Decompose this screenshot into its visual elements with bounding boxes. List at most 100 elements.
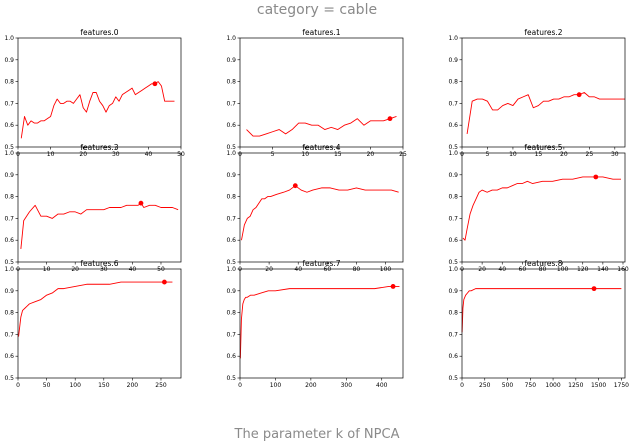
series-line [18,281,173,337]
x-tick-label: 160 [617,266,629,273]
subplot-title: features.4 [302,143,340,152]
subplot-title: features.7 [302,259,340,268]
y-tick-label: 0.5 [448,259,458,266]
x-tick-label: 100 [69,382,81,389]
y-tick-label: 0.5 [4,144,14,151]
y-tick-label: 0.5 [226,144,236,151]
x-tick-label: 60 [324,266,332,273]
max-point-marker [576,92,582,98]
subplot-title: features.8 [524,259,562,268]
x-tick-label: 80 [539,266,547,273]
y-tick-label: 1.0 [448,35,458,42]
y-tick-label: 0.9 [226,288,236,295]
series-line [20,202,179,249]
x-tick-label: 0 [238,382,242,389]
y-tick-label: 0.6 [4,237,14,244]
x-tick-label: 1000 [545,382,560,389]
y-tick-label: 0.8 [4,79,14,86]
x-tick-label: 20 [265,266,273,273]
figure-title: category = cable [257,2,377,18]
y-tick-label: 1.0 [448,150,458,157]
x-tick-label: 100 [557,266,569,273]
x-tick-label: 400 [376,382,388,389]
series-line [246,116,397,137]
x-tick-label: 100 [380,266,392,273]
y-tick-label: 0.5 [448,144,458,151]
series-line [20,81,175,139]
x-tick-label: 0 [16,382,20,389]
y-tick-label: 0.6 [4,122,14,129]
max-point-marker [591,286,597,292]
x-tick-label: 200 [305,382,317,389]
y-tick-label: 0.9 [226,57,236,64]
x-tick-label: 10 [47,151,55,158]
x-tick-label: 10 [509,151,517,158]
subplot-title: features.2 [524,28,562,37]
y-tick-label: 0.8 [448,310,458,317]
axes-frame [239,268,404,379]
subplot-3: features.30.50.60.70.80.91.00 10 20 30 40 50 [4,143,182,273]
axes-frame [17,152,182,263]
y-tick-label: 0.8 [4,194,14,201]
y-tick-label: 0.7 [448,215,458,222]
x-tick-label: 20 [367,151,375,158]
x-tick-label: 0 [460,382,464,389]
subplot-title: features.5 [524,143,562,152]
x-tick-label: 200 [127,382,139,389]
x-tick-label: 20 [79,151,87,158]
y-tick-label: 0.8 [226,310,236,317]
subplot-6: features.60.50.60.70.80.91.00 50 100 150 200… [4,259,182,389]
x-tick-label: 25 [586,151,594,158]
y-tick-label: 0.7 [4,215,14,222]
y-tick-label: 0.9 [448,288,458,295]
axes-frame [17,268,182,379]
x-tick-label: 250 [155,382,167,389]
axes-frame [239,37,404,148]
x-tick-label: 80 [353,266,361,273]
y-tick-label: 0.6 [226,353,236,360]
y-tick-label: 1.0 [226,35,236,42]
x-tick-label: 60 [519,266,527,273]
y-tick-label: 0.8 [4,310,14,317]
y-tick-label: 0.7 [226,100,236,107]
subplot-title: features.0 [80,28,118,37]
subplot-grid: features.00.50.60.70.80.91.00 10 20 30 40 50f… [4,28,629,389]
x-tick-label: 1750 [614,382,629,389]
max-point-marker [162,279,167,285]
x-tick-label: 500 [502,382,514,389]
subplot-title: features.1 [302,28,340,37]
subplot-title: features.6 [80,259,118,268]
x-tick-label: 40 [498,266,506,273]
x-tick-label: 30 [100,266,108,273]
series-line [462,176,621,241]
subplot-title: features.3 [80,143,118,152]
x-tick-label: 250 [479,382,491,389]
axes-frame [461,37,626,148]
y-tick-label: 0.9 [4,57,14,64]
axes-frame [17,37,182,148]
x-tick-label: 50 [43,382,51,389]
y-tick-label: 1.0 [4,150,14,157]
y-tick-label: 0.7 [4,100,14,107]
x-tick-label: 5 [486,151,490,158]
x-tick-label: 10 [301,151,309,158]
y-tick-label: 0.8 [226,194,236,201]
y-tick-label: 0.9 [4,172,14,179]
series-line [241,185,399,241]
x-tick-label: 1500 [591,382,606,389]
max-point-marker [152,81,158,87]
figure-xlabel: The parameter k of NPCA [234,427,400,442]
x-tick-label: 140 [597,266,609,273]
x-tick-label: 20 [478,266,486,273]
x-tick-label: 300 [341,382,353,389]
x-tick-label: 1250 [568,382,583,389]
subplot-4: features.40.50.60.70.80.91.00 20 40 60 80 100 [226,143,404,273]
axes-frame [239,152,404,263]
axes-frame [461,268,626,379]
series-line [239,285,400,359]
max-point-marker [593,174,599,180]
max-point-marker [390,284,396,289]
x-tick-label: 30 [112,151,120,158]
y-tick-label: 0.5 [4,375,14,382]
y-tick-label: 0.5 [4,259,14,266]
